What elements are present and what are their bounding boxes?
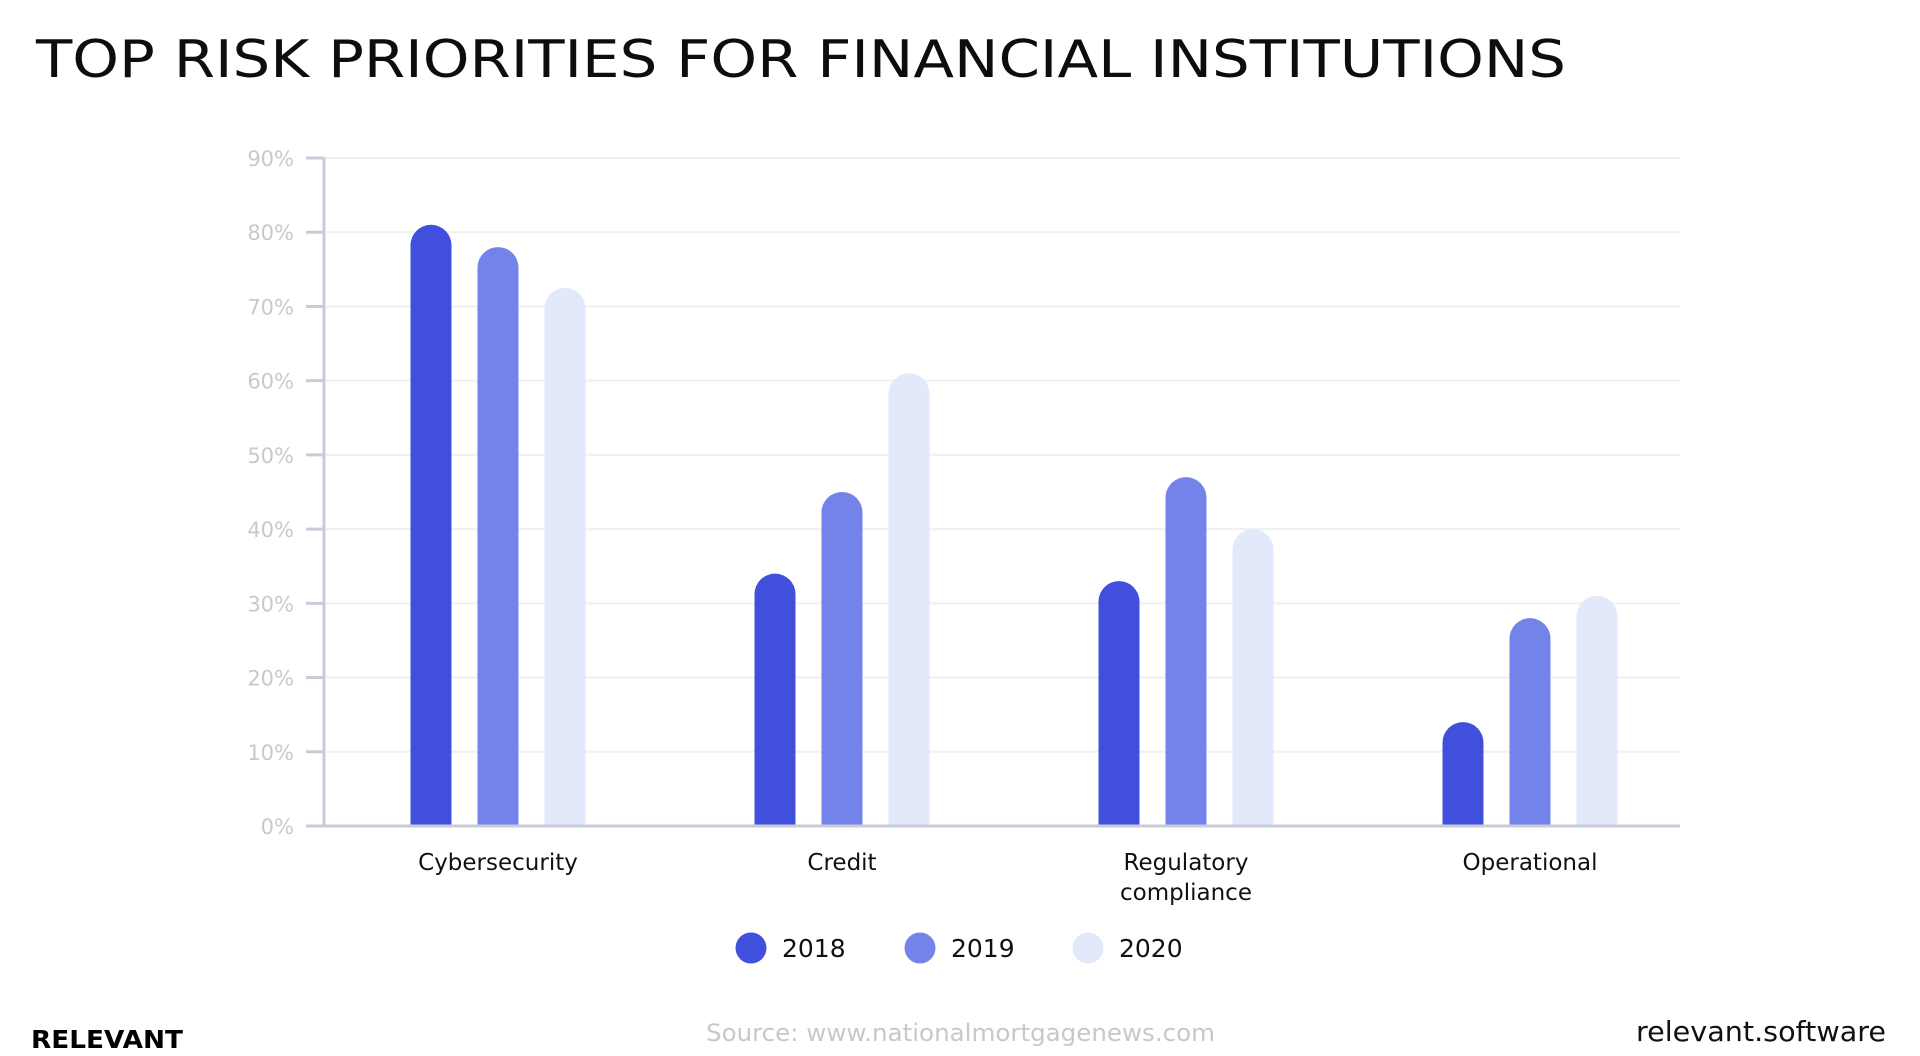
- legend-label: 2020: [1119, 934, 1183, 963]
- y-tick-label: 40%: [247, 518, 294, 542]
- y-tick-label: 70%: [247, 295, 294, 319]
- chart-title: TOP RISK PRIORITIES FOR FINANCIAL INSTIT…: [35, 30, 1566, 90]
- bar-2018: [1442, 722, 1484, 826]
- y-tick-label: 0%: [261, 815, 294, 839]
- y-tick-label: 30%: [247, 592, 294, 616]
- y-tick-label: 60%: [247, 370, 294, 394]
- legend-swatch-icon: [735, 932, 767, 964]
- bar-2020: [1576, 595, 1618, 826]
- y-tick-label: 10%: [247, 741, 294, 765]
- legend-swatch-icon: [904, 932, 936, 964]
- gridlines: [324, 157, 1680, 753]
- site-url: relevant.software: [1636, 1015, 1886, 1048]
- y-tick-label: 80%: [247, 221, 294, 245]
- x-category-label: Cybersecurity: [418, 850, 578, 876]
- bar-2019: [821, 492, 863, 826]
- y-tick-label: 90%: [247, 147, 294, 171]
- bar-group-credit: [754, 373, 930, 826]
- x-category-label: Operational: [1463, 850, 1598, 876]
- legend-item-2020: 2020: [1072, 932, 1183, 964]
- y-tick-label: 50%: [247, 444, 294, 468]
- legend-item-2019: 2019: [904, 932, 1015, 964]
- bar-group-operational: [1442, 595, 1618, 826]
- legend-label: 2019: [951, 934, 1015, 963]
- x-category-label: compliance: [1120, 880, 1252, 906]
- y-axis: 0% 10% 20% 30% 40% 50% 60% 70% 80% 90%: [247, 147, 326, 839]
- bar-series: [410, 224, 1618, 827]
- legend-label: 2018: [782, 934, 846, 963]
- legend: 2018 2019 2020: [735, 932, 1183, 964]
- bar-2019: [1509, 618, 1551, 826]
- bar-2019: [477, 247, 519, 827]
- legend-swatch-icon: [1072, 932, 1104, 964]
- x-category-label: Credit: [807, 850, 876, 876]
- bar-2018: [1098, 581, 1140, 826]
- bar-2018: [754, 573, 796, 826]
- x-category-label: Regulatory: [1124, 850, 1249, 876]
- bar-2018: [410, 224, 452, 827]
- bar-group-cybersecurity: [410, 224, 586, 827]
- bar-2020: [1232, 529, 1274, 826]
- bar-2020: [888, 373, 930, 826]
- source-note: Source: www.nationalmortgagenews.com: [706, 1019, 1215, 1047]
- bar-group-regulatory-compliance: [1098, 477, 1274, 826]
- brand-logo: RELEVANT: [31, 1025, 183, 1054]
- bar-2020: [544, 287, 586, 826]
- legend-item-2018: 2018: [735, 932, 846, 964]
- y-tick-label: 20%: [247, 667, 294, 691]
- x-axis-labels: Cybersecurity Credit Regulatory compliance O…: [418, 850, 1597, 906]
- bar-2019: [1165, 477, 1207, 826]
